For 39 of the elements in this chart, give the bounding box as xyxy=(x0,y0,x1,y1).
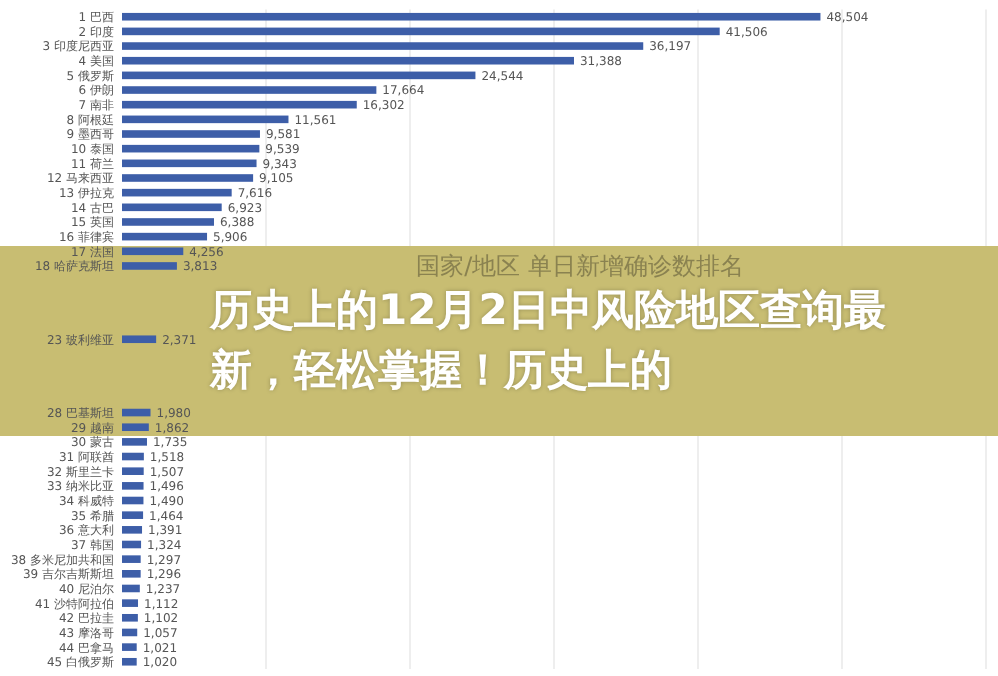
bar xyxy=(122,130,260,138)
bar xyxy=(122,86,377,94)
bar xyxy=(122,203,222,212)
bar xyxy=(122,42,644,50)
bar xyxy=(122,115,289,124)
bar xyxy=(122,423,149,432)
bar xyxy=(122,613,138,622)
bar xyxy=(122,452,144,461)
bar xyxy=(122,159,257,168)
bar xyxy=(122,657,137,666)
text: 历史上的12月2日中风险地区查询最新，轻松掌握！历史上的 xyxy=(210,284,886,398)
bar xyxy=(122,56,574,65)
bar xyxy=(122,540,142,549)
bar xyxy=(122,584,140,593)
bar xyxy=(122,335,157,344)
bar xyxy=(122,570,141,578)
bar xyxy=(122,496,144,505)
bar xyxy=(122,218,214,226)
bar xyxy=(122,408,151,417)
bar xyxy=(122,188,232,197)
bar xyxy=(122,174,254,182)
bar xyxy=(122,71,476,80)
bar xyxy=(122,628,138,637)
text: 国家/地区 单日新增确诊数排名 xyxy=(416,252,744,280)
bar xyxy=(122,599,139,607)
bar xyxy=(122,247,184,256)
bar xyxy=(122,144,260,153)
bar xyxy=(122,12,821,21)
bar xyxy=(122,438,147,446)
bar xyxy=(122,511,144,519)
bar xyxy=(122,526,143,534)
bar xyxy=(122,262,177,270)
bar xyxy=(122,27,720,36)
bar xyxy=(122,643,137,651)
bar xyxy=(122,232,208,241)
bar xyxy=(122,100,357,109)
bar xyxy=(122,482,144,490)
bar xyxy=(122,555,141,563)
bar xyxy=(122,467,144,475)
